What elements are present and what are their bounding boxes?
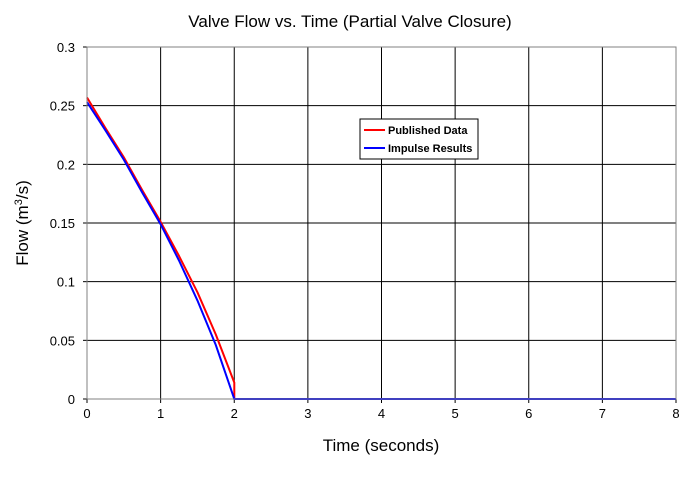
series-lines <box>86 96 676 400</box>
y-tick-label: 0.05 <box>50 333 75 348</box>
y-tick-label: 0.15 <box>50 216 75 231</box>
y-tick-label: 0 <box>68 392 75 407</box>
x-tick-label: 7 <box>599 406 606 421</box>
y-axis-title-suffix: /s) <box>13 180 32 199</box>
y-tick-label: 0.25 <box>50 99 75 114</box>
y-axis-title: Flow (m3/s) <box>13 180 32 265</box>
legend-label-published-data: Published Data <box>388 125 468 137</box>
legend: Published Data Impulse Results <box>359 118 479 160</box>
y-tick-label: 0.3 <box>57 40 75 55</box>
y-axis-title-prefix: Flow (m <box>13 205 32 265</box>
x-tick-label: 8 <box>672 406 679 421</box>
tick-labels: 0 1 2 3 4 5 6 7 8 0 0.05 0.1 0.15 0.2 0.25 0.3 <box>50 40 680 421</box>
gridlines <box>83 46 677 403</box>
y-tick-label: 0.1 <box>57 275 75 290</box>
x-tick-label: 2 <box>231 406 238 421</box>
x-tick-label: 6 <box>525 406 532 421</box>
series-line-published-data <box>86 96 676 400</box>
x-tick-label: 5 <box>452 406 459 421</box>
y-axis-title-superscript: 3 <box>13 199 25 205</box>
legend-label-impulse-results: Impulse Results <box>388 143 472 155</box>
x-tick-label: 3 <box>304 406 311 421</box>
x-tick-label: 4 <box>378 406 385 421</box>
series-line-impulse-results <box>86 101 676 400</box>
x-axis-title: Time (seconds) <box>323 436 440 455</box>
y-tick-label: 0.2 <box>57 157 75 172</box>
legend-box <box>359 118 479 160</box>
chart-title: Valve Flow vs. Time (Partial Valve Closu… <box>188 12 511 31</box>
x-tick-label: 0 <box>83 406 90 421</box>
x-tick-label: 1 <box>157 406 164 421</box>
plot-border <box>86 46 677 400</box>
